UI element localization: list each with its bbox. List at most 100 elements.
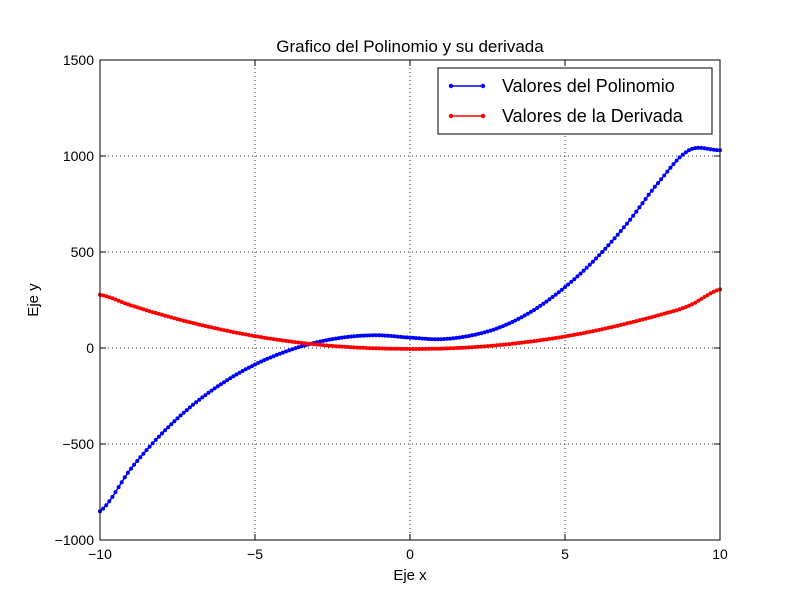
series-1-point (656, 313, 660, 318)
series-0-point (699, 145, 704, 150)
series-1-point (299, 340, 304, 345)
series-1-point (426, 346, 431, 351)
series-0-point (714, 148, 719, 153)
series-0-point (550, 295, 555, 299)
series-1-point (116, 298, 121, 303)
series-0-point (110, 494, 115, 499)
series-0-point (355, 334, 360, 338)
series-1-point (355, 345, 360, 350)
series-1-point (218, 327, 223, 332)
series-1-point (315, 342, 319, 347)
series-1-point (566, 333, 571, 338)
series-1-point (535, 338, 540, 343)
y-tick-label: 1000 (63, 148, 94, 164)
series-0-point (479, 331, 484, 336)
series-1-point (649, 315, 654, 320)
series-0-point (268, 355, 273, 360)
series-0-point (442, 337, 447, 341)
series-1-point (470, 345, 474, 350)
series-0-point (625, 221, 629, 226)
series-0-point (687, 148, 691, 153)
series-1-point (377, 346, 381, 351)
series-1-point (711, 289, 716, 294)
series-0-point (665, 169, 670, 174)
series-0-point (175, 416, 180, 421)
series-0-point (125, 470, 130, 475)
series-1-point (600, 327, 605, 332)
series-0-point (411, 335, 416, 340)
series-1-point (482, 344, 487, 349)
series-0-point (516, 316, 521, 321)
series-0-point (451, 336, 456, 341)
series-1-point (370, 346, 375, 351)
series-0-point (237, 370, 242, 375)
series-0-point (274, 352, 279, 357)
series-1-point (507, 342, 512, 347)
series-1-point (501, 342, 505, 347)
series-1-point (129, 303, 133, 308)
series-1-point (714, 288, 719, 293)
series-0-point (327, 337, 332, 342)
series-0-point (649, 188, 654, 193)
series-1-point (153, 311, 158, 315)
series-1-point (110, 296, 115, 301)
series-0-point (373, 333, 378, 338)
series-0-point (507, 321, 512, 326)
series-1-point (448, 346, 453, 351)
series-0-point (404, 335, 409, 340)
series-1-point (228, 329, 233, 334)
series-1-point (191, 321, 195, 325)
series-1-point (423, 346, 428, 351)
axis-ticks: −10 −5 0 5 10 −1000 −500 0 500 1000 1500 (55, 52, 728, 562)
x-tick-label: −10 (88, 546, 112, 562)
series-0-point (417, 336, 422, 341)
series-1-point (141, 307, 146, 312)
series-0-point (538, 303, 543, 308)
series-0-point (231, 374, 236, 379)
series-1-point (442, 346, 447, 351)
series-0-point (656, 181, 660, 186)
series-0-point (556, 290, 561, 295)
series-0-point (169, 422, 174, 427)
series-0-point (600, 250, 605, 254)
series-1-point (284, 338, 288, 343)
series-0-point (708, 147, 713, 152)
series-0-point (119, 480, 124, 485)
series-0-point (206, 390, 211, 395)
series-0-point (643, 197, 648, 201)
series-1-point (364, 346, 369, 350)
series-1-point (488, 343, 493, 348)
series-1-point (386, 346, 391, 351)
series-0-point (256, 361, 261, 365)
series-1-point (625, 321, 629, 326)
series-1-point (367, 346, 372, 351)
series-0-point (497, 325, 502, 330)
series-1-point (144, 308, 149, 313)
series-1-point (311, 342, 316, 347)
series-1-point (200, 323, 205, 328)
series-1-point (429, 346, 434, 351)
series-1-point (699, 296, 704, 301)
series-0-point (522, 313, 527, 318)
series-0-point (646, 192, 651, 197)
series-0-point (346, 334, 350, 339)
series-0-point (243, 367, 248, 372)
series-0-point (519, 315, 524, 320)
series-1-point (652, 314, 657, 319)
series-0-point (569, 279, 574, 284)
series-0-point (380, 333, 385, 338)
series-1-point (225, 328, 230, 333)
series-1-point (135, 305, 140, 310)
series-0-point (628, 217, 633, 222)
series-0-point (191, 402, 195, 407)
series-1-point (243, 332, 248, 337)
series-0-point (392, 334, 397, 339)
series-0-point (395, 334, 400, 339)
y-axis-label: Eje y (25, 283, 42, 317)
series-1-point (414, 347, 419, 351)
series-0-point (262, 358, 267, 363)
series-0-point (293, 346, 298, 351)
series-1-point (463, 345, 468, 350)
series-0-point (690, 146, 695, 151)
